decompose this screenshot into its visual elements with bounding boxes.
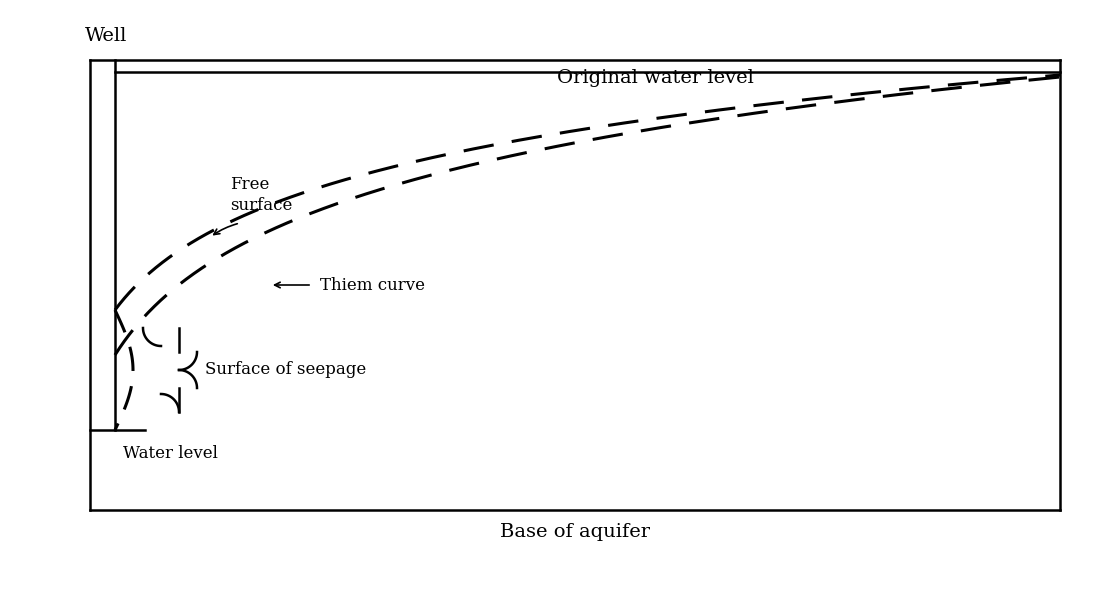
Text: Original water level: Original water level [557, 69, 754, 87]
Text: Free
surface: Free surface [230, 176, 293, 214]
Text: Base of aquifer: Base of aquifer [500, 523, 650, 541]
Text: Well: Well [85, 27, 128, 45]
Text: Thiem curve: Thiem curve [320, 277, 425, 293]
Text: Surface of seepage: Surface of seepage [205, 361, 366, 379]
Text: Water level: Water level [123, 445, 218, 462]
